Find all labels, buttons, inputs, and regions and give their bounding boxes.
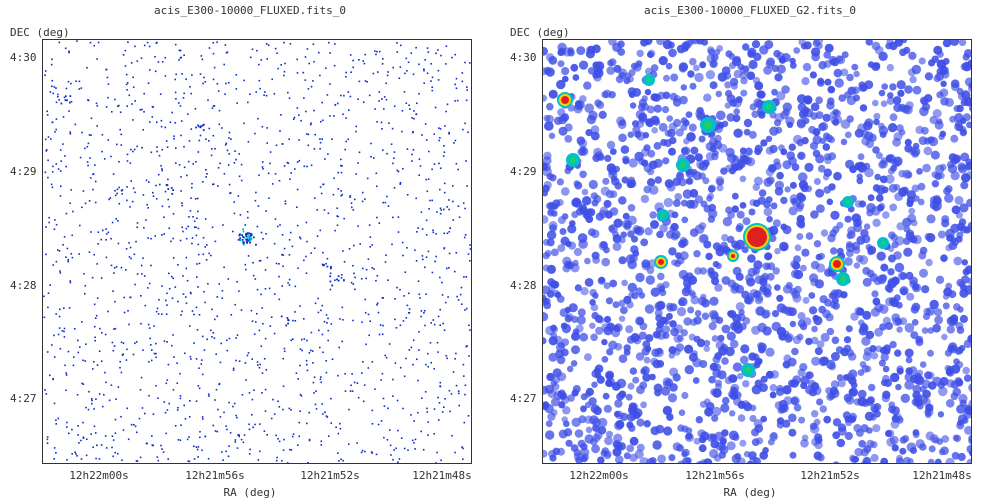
panel-title: acis_E300-10000_FLUXED_G2.fits_0: [644, 4, 856, 17]
y-tick-label: 4:28: [10, 279, 37, 292]
x-tick-label: 12h21m48s: [912, 469, 972, 482]
x-tick-label: 12h21m56s: [185, 469, 245, 482]
x-tick-label: 12h21m52s: [800, 469, 860, 482]
x-tick-label: 12h21m56s: [685, 469, 745, 482]
smoothed-image: [543, 40, 971, 463]
x-tick-label: 12h21m52s: [300, 469, 360, 482]
x-tick-label: 12h21m48s: [412, 469, 472, 482]
y-axis-label: DEC (deg): [510, 26, 570, 39]
left-image-panel: acis_E300-10000_FLUXED.fits_0 DEC (deg) …: [10, 4, 472, 499]
y-tick-label: 4:30: [510, 51, 537, 64]
y-tick-label: 4:29: [510, 165, 537, 178]
sparse-counts-image: [43, 40, 471, 463]
x-tick-label: 12h22m00s: [569, 469, 629, 482]
x-tick-label: 12h22m00s: [69, 469, 129, 482]
image-plot-area[interactable]: [42, 39, 472, 464]
x-axis-label: RA (deg): [723, 486, 777, 499]
y-axis-label: DEC (deg): [10, 26, 70, 39]
x-axis-label: RA (deg): [223, 486, 277, 499]
y-tick-label: 4:30: [10, 51, 37, 64]
y-tick-label: 4:28: [510, 279, 537, 292]
y-tick-label: 4:27: [10, 392, 37, 405]
panel-title: acis_E300-10000_FLUXED.fits_0: [153, 4, 347, 17]
y-tick-label: 4:29: [10, 165, 37, 178]
y-tick-label: 4:27: [510, 392, 537, 405]
right-image-panel: acis_E300-10000_FLUXED_G2.fits_0 DEC (de…: [500, 0, 1000, 504]
image-plot-area[interactable]: [542, 39, 972, 464]
